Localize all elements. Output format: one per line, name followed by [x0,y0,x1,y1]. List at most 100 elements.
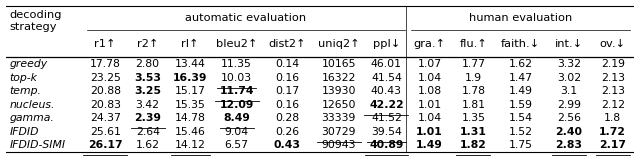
Text: 12650: 12650 [322,100,356,109]
Text: 3.32: 3.32 [557,59,581,69]
Text: 15.46: 15.46 [175,127,205,137]
Text: 23.25: 23.25 [90,73,120,83]
Text: 2.13: 2.13 [601,73,625,83]
Text: 1.72: 1.72 [599,127,626,137]
Text: 1.62: 1.62 [136,140,160,150]
Text: 6.57: 6.57 [225,140,249,150]
Text: temp.: temp. [10,86,42,96]
Text: faith.↓: faith.↓ [501,39,540,49]
Text: 1.54: 1.54 [509,113,532,123]
Text: 15.17: 15.17 [175,86,205,96]
Text: 9.04: 9.04 [225,127,249,137]
Text: 17.78: 17.78 [90,59,120,69]
Text: 41.54: 41.54 [371,73,402,83]
Text: 1.49: 1.49 [509,86,532,96]
Text: strategy: strategy [10,22,57,32]
Text: 1.81: 1.81 [461,100,485,109]
Text: uniq2↑: uniq2↑ [318,39,360,49]
Text: 0.28: 0.28 [275,113,300,123]
Text: 2.56: 2.56 [557,113,581,123]
Text: r2↑: r2↑ [137,39,158,49]
Text: 2.99: 2.99 [557,100,581,109]
Text: 2.80: 2.80 [136,59,160,69]
Text: 1.78: 1.78 [461,86,485,96]
Text: 41.52: 41.52 [371,113,402,123]
Text: bleu2↑: bleu2↑ [216,39,257,49]
Text: 1.31: 1.31 [460,127,487,137]
Text: 1.04: 1.04 [417,73,442,83]
Text: 10165: 10165 [322,59,356,69]
Text: 12.09: 12.09 [220,100,254,109]
Text: 16.39: 16.39 [173,73,207,83]
Text: 42.22: 42.22 [369,100,404,109]
Text: greedy: greedy [10,59,47,69]
Text: gamma.: gamma. [10,113,54,123]
Text: 2.83: 2.83 [556,140,582,150]
Text: 0.16: 0.16 [275,73,300,83]
Text: 1.47: 1.47 [509,73,532,83]
Text: r1↑: r1↑ [95,39,116,49]
Text: 3.02: 3.02 [557,73,581,83]
Text: 15.35: 15.35 [175,100,205,109]
Text: 2.19: 2.19 [601,59,625,69]
Text: 1.01: 1.01 [417,100,442,109]
Text: 14.78: 14.78 [175,113,205,123]
Text: 8.49: 8.49 [223,113,250,123]
Text: 1.9: 1.9 [465,73,482,83]
Text: IFDID: IFDID [10,127,39,137]
Text: 3.1: 3.1 [560,86,577,96]
Text: 10.03: 10.03 [221,73,252,83]
Text: 1.77: 1.77 [461,59,485,69]
Text: 2.12: 2.12 [601,100,625,109]
Text: rl↑: rl↑ [181,39,199,49]
Text: 40.43: 40.43 [371,86,402,96]
Text: 1.59: 1.59 [509,100,532,109]
Text: 2.13: 2.13 [601,86,625,96]
Text: 30729: 30729 [322,127,356,137]
Text: nucleus.: nucleus. [10,100,55,109]
Text: 1.75: 1.75 [509,140,532,150]
Text: 1.08: 1.08 [417,86,442,96]
Text: 33339: 33339 [322,113,356,123]
Text: 39.54: 39.54 [371,127,402,137]
Text: dist2↑: dist2↑ [269,39,306,49]
Text: gra.↑: gra.↑ [413,39,445,49]
Text: top-k: top-k [10,73,37,83]
Text: 2.40: 2.40 [556,127,582,137]
Text: 24.37: 24.37 [90,113,120,123]
Text: 13930: 13930 [322,86,356,96]
Text: 3.42: 3.42 [136,100,160,109]
Text: 3.53: 3.53 [134,73,161,83]
Text: 14.12: 14.12 [175,140,205,150]
Text: 2.17: 2.17 [599,140,626,150]
Text: flu.↑: flu.↑ [460,39,487,49]
Text: ov.↓: ov.↓ [600,39,626,49]
Text: 1.01: 1.01 [416,127,443,137]
Text: 13.44: 13.44 [175,59,205,69]
Text: 25.61: 25.61 [90,127,120,137]
Text: IFDID-SIMI: IFDID-SIMI [10,140,66,150]
Text: 11.74: 11.74 [220,86,254,96]
Text: 16322: 16322 [322,73,356,83]
Text: decoding: decoding [10,10,62,20]
Text: 40.89: 40.89 [369,140,404,150]
Text: human evaluation: human evaluation [469,13,572,23]
Text: 1.52: 1.52 [509,127,532,137]
Text: 20.88: 20.88 [90,86,121,96]
Text: 0.14: 0.14 [275,59,300,69]
Text: 1.82: 1.82 [460,140,487,150]
Text: ppl↓: ppl↓ [373,39,400,49]
Text: 0.17: 0.17 [275,86,300,96]
Text: 11.35: 11.35 [221,59,252,69]
Text: 1.07: 1.07 [417,59,442,69]
Text: 2.64: 2.64 [136,127,160,137]
Text: 0.16: 0.16 [275,100,300,109]
Text: 0.26: 0.26 [275,127,300,137]
Text: 1.35: 1.35 [461,113,485,123]
Text: 1.62: 1.62 [509,59,532,69]
Text: 1.8: 1.8 [604,113,621,123]
Text: 0.43: 0.43 [274,140,301,150]
Text: automatic evaluation: automatic evaluation [185,13,307,23]
Text: 1.49: 1.49 [416,140,443,150]
Text: 46.01: 46.01 [371,59,402,69]
